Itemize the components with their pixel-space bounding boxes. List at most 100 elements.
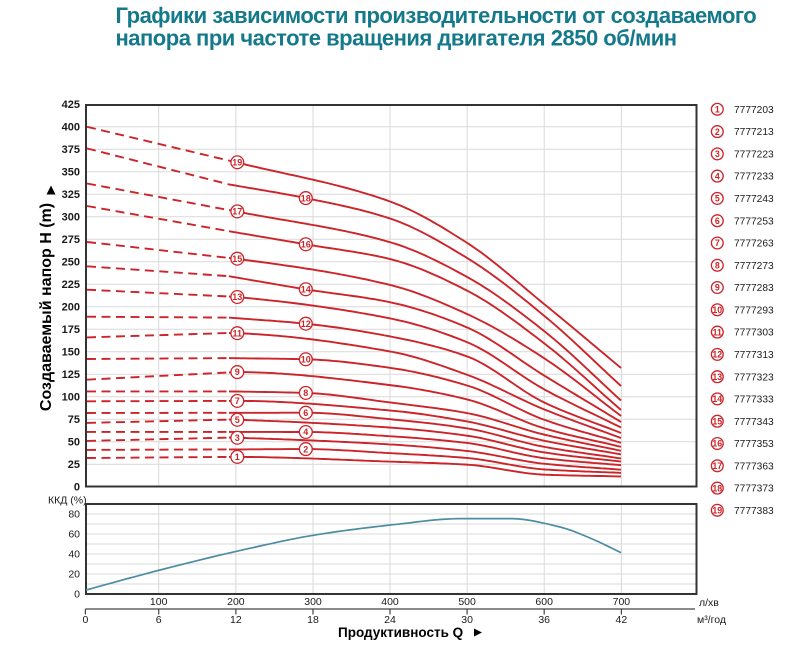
svg-text:1: 1	[235, 452, 240, 462]
svg-text:5: 5	[235, 415, 240, 425]
svg-text:50: 50	[68, 437, 80, 449]
svg-text:19: 19	[712, 506, 722, 516]
svg-text:16: 16	[712, 439, 722, 449]
svg-text:7777303: 7777303	[734, 328, 774, 339]
svg-text:700: 700	[613, 596, 631, 608]
svg-text:7777313: 7777313	[734, 350, 774, 361]
svg-text:7777293: 7777293	[734, 305, 774, 316]
svg-text:0: 0	[74, 482, 80, 494]
svg-text:7777343: 7777343	[734, 417, 774, 428]
svg-text:3: 3	[715, 149, 720, 159]
svg-text:12: 12	[230, 614, 242, 626]
svg-text:7777273: 7777273	[734, 261, 774, 272]
svg-text:8: 8	[715, 261, 720, 271]
svg-text:0: 0	[82, 614, 88, 626]
svg-text:7777323: 7777323	[734, 372, 774, 383]
svg-text:60: 60	[68, 529, 80, 541]
svg-text:40: 40	[68, 549, 80, 561]
svg-text:100: 100	[62, 392, 80, 404]
svg-text:7777333: 7777333	[734, 395, 774, 406]
svg-text:ККД (%): ККД (%)	[48, 495, 87, 507]
svg-text:14: 14	[301, 285, 311, 295]
svg-text:300: 300	[304, 596, 322, 608]
svg-text:7: 7	[715, 238, 720, 248]
svg-text:0: 0	[74, 589, 80, 601]
svg-text:7: 7	[235, 396, 240, 406]
svg-text:7777373: 7777373	[734, 484, 774, 495]
svg-text:425: 425	[62, 99, 80, 111]
svg-text:15: 15	[232, 254, 242, 264]
svg-text:350: 350	[62, 167, 80, 179]
svg-text:18: 18	[307, 614, 319, 626]
svg-text:7777383: 7777383	[734, 506, 774, 517]
svg-text:200: 200	[62, 302, 80, 314]
svg-text:275: 275	[62, 234, 80, 246]
svg-text:7777233: 7777233	[734, 172, 774, 183]
svg-text:Графики зависимости производит: Графики зависимости производительности о…	[116, 3, 757, 28]
svg-text:7777223: 7777223	[734, 150, 774, 161]
svg-text:10: 10	[301, 355, 311, 365]
svg-text:75: 75	[68, 414, 80, 426]
svg-text:7777353: 7777353	[734, 439, 774, 450]
svg-text:Продуктивность Q: Продуктивность Q	[338, 625, 463, 640]
svg-text:5: 5	[715, 194, 720, 204]
svg-text:42: 42	[616, 614, 628, 626]
svg-text:25: 25	[68, 459, 80, 471]
svg-text:600: 600	[535, 596, 553, 608]
svg-text:11: 11	[713, 327, 722, 337]
svg-text:6: 6	[303, 408, 308, 418]
svg-text:7777263: 7777263	[734, 239, 774, 250]
svg-text:18: 18	[301, 193, 311, 203]
svg-text:500: 500	[458, 596, 476, 608]
svg-text:14: 14	[712, 394, 722, 404]
svg-text:напора при частоте вращения дв: напора при частоте вращения двигателя 28…	[116, 26, 677, 51]
svg-text:Создаваемый напор H (m): Создаваемый напор H (m)	[38, 203, 55, 411]
svg-text:7777243: 7777243	[734, 194, 774, 205]
svg-text:8: 8	[303, 388, 308, 398]
svg-text:9: 9	[235, 367, 240, 377]
svg-text:12: 12	[301, 319, 311, 329]
svg-text:150: 150	[62, 347, 80, 359]
svg-text:6: 6	[156, 614, 162, 626]
svg-text:225: 225	[62, 279, 80, 291]
svg-text:80: 80	[68, 509, 80, 521]
svg-text:2: 2	[715, 127, 720, 137]
svg-text:2: 2	[303, 444, 308, 454]
svg-text:11: 11	[233, 328, 243, 338]
svg-text:13: 13	[232, 292, 242, 302]
svg-text:100: 100	[150, 596, 168, 608]
svg-text:7777213: 7777213	[734, 127, 774, 138]
svg-text:7777203: 7777203	[734, 105, 774, 116]
svg-text:300: 300	[62, 212, 80, 224]
svg-text:19: 19	[232, 158, 242, 168]
svg-text:л/хв: л/хв	[699, 597, 719, 609]
svg-text:36: 36	[538, 614, 550, 626]
svg-text:125: 125	[62, 369, 80, 381]
svg-text:325: 325	[62, 189, 80, 201]
svg-text:17: 17	[712, 461, 722, 471]
svg-text:15: 15	[712, 416, 722, 426]
svg-text:13: 13	[712, 372, 722, 382]
svg-text:6: 6	[715, 216, 720, 226]
svg-text:4: 4	[303, 427, 308, 437]
svg-text:16: 16	[301, 240, 311, 250]
svg-text:7777253: 7777253	[734, 216, 774, 227]
svg-text:400: 400	[381, 596, 399, 608]
svg-text:400: 400	[62, 122, 80, 134]
svg-text:7777283: 7777283	[734, 283, 774, 294]
svg-text:3: 3	[235, 433, 240, 443]
svg-text:18: 18	[712, 483, 722, 493]
svg-text:7777363: 7777363	[734, 461, 774, 472]
svg-text:12: 12	[712, 350, 722, 360]
svg-text:375: 375	[62, 144, 80, 156]
svg-text:17: 17	[232, 207, 242, 217]
svg-text:200: 200	[227, 596, 245, 608]
svg-text:1: 1	[715, 105, 720, 115]
svg-text:м³/год: м³/год	[697, 614, 726, 626]
svg-text:9: 9	[715, 283, 720, 293]
svg-text:20: 20	[68, 569, 80, 581]
svg-text:175: 175	[62, 324, 80, 336]
svg-text:10: 10	[712, 305, 722, 315]
svg-text:4: 4	[715, 171, 720, 181]
svg-text:250: 250	[62, 257, 80, 269]
